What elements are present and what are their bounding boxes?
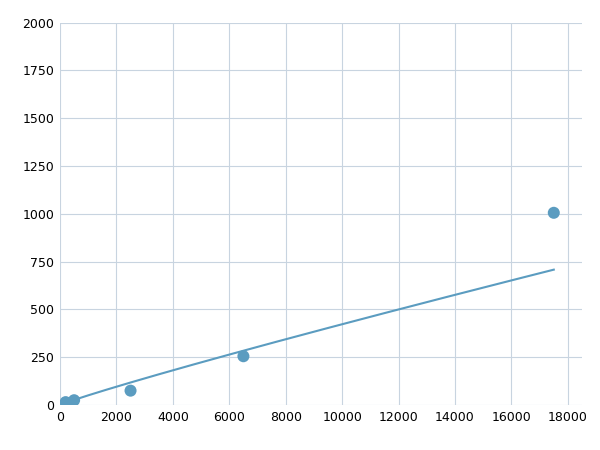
Point — [239, 353, 248, 360]
Point — [61, 399, 70, 406]
Point — [70, 396, 79, 404]
Point — [549, 209, 559, 216]
Point — [126, 387, 136, 394]
